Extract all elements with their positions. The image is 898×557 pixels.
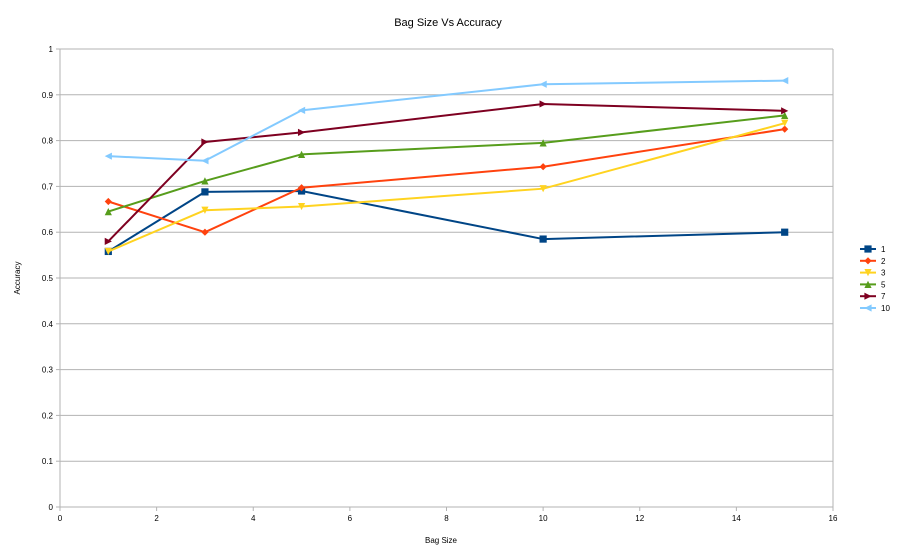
x-tick-label: 10 xyxy=(539,514,548,523)
x-tick-label: 8 xyxy=(444,514,449,523)
series-1 xyxy=(104,187,789,256)
y-tick-label: 0.3 xyxy=(42,366,54,375)
data-point xyxy=(104,197,112,206)
data-point xyxy=(781,228,789,236)
legend-item-2: 2 xyxy=(860,257,886,266)
chart-title: Bag Size Vs Accuracy xyxy=(394,17,502,29)
x-tick-label: 6 xyxy=(348,514,353,523)
data-point xyxy=(781,119,789,127)
legend-marker xyxy=(864,257,872,265)
y-tick-label: 0.4 xyxy=(42,320,54,329)
y-tick-label: 0.1 xyxy=(42,457,54,466)
x-axis-ticks: 0 2 4 6 8 10 12 14 16 xyxy=(58,514,838,523)
data-point xyxy=(297,128,306,136)
data-point xyxy=(297,150,306,158)
data-point xyxy=(539,163,547,171)
data-point xyxy=(781,77,789,85)
data-point xyxy=(297,106,306,114)
series-line-5 xyxy=(108,114,785,213)
data-point xyxy=(539,235,547,243)
series-5 xyxy=(104,111,789,216)
data-point xyxy=(781,111,789,120)
legend-label: 1 xyxy=(881,245,886,254)
legend-label: 7 xyxy=(881,292,886,301)
series-3 xyxy=(104,119,789,256)
data-point xyxy=(539,80,547,88)
legend-item-1: 1 xyxy=(860,245,886,254)
data-point xyxy=(781,125,789,133)
data-point xyxy=(201,228,209,236)
data-point xyxy=(201,177,209,185)
y-tick-label: 0.7 xyxy=(42,182,54,191)
data-point xyxy=(781,107,789,115)
x-tick-label: 12 xyxy=(635,514,644,523)
data-point xyxy=(104,152,112,160)
legend-item-3: 3 xyxy=(860,269,886,278)
legend: 1 2 3 5 7 10 xyxy=(860,245,890,313)
series-2 xyxy=(104,125,789,236)
x-tick-label: 2 xyxy=(154,514,159,523)
y-tick-label: 1 xyxy=(49,45,54,54)
x-tick-label: 16 xyxy=(829,514,838,523)
x-tick-label: 0 xyxy=(58,514,63,523)
data-point xyxy=(539,139,547,147)
legend-item-10: 10 xyxy=(860,304,890,313)
data-point xyxy=(201,157,209,165)
series-7 xyxy=(104,100,789,245)
y-tick-label: 0.5 xyxy=(42,274,54,283)
legend-marker xyxy=(864,245,872,253)
series-line-1 xyxy=(107,189,785,253)
data-point xyxy=(104,207,112,216)
legend-label: 2 xyxy=(881,257,886,266)
data-point xyxy=(201,138,209,146)
data-point xyxy=(201,206,209,214)
data-point xyxy=(104,247,112,256)
axes xyxy=(56,48,834,511)
grid xyxy=(60,48,833,508)
legend-label: 3 xyxy=(881,269,886,278)
legend-item-5: 5 xyxy=(860,280,886,289)
legend-marker xyxy=(864,269,872,277)
x-axis-label: Bag Size xyxy=(425,536,458,545)
legend-marker xyxy=(864,280,872,288)
y-axis-ticks: 0 0.1 0.2 0.3 0.4 0.5 0.6 0.7 0.8 0.9 1 xyxy=(42,45,54,512)
data-point xyxy=(201,188,209,196)
legend-marker xyxy=(864,292,872,300)
legend-item-7: 7 xyxy=(860,292,886,301)
legend-marker xyxy=(864,304,872,312)
data-point xyxy=(104,237,112,245)
y-tick-label: 0.9 xyxy=(42,91,54,100)
series-10 xyxy=(104,77,789,165)
y-tick-label: 0.6 xyxy=(42,228,54,237)
y-tick-label: 0 xyxy=(49,503,54,512)
y-tick-label: 0.8 xyxy=(42,137,54,146)
x-tick-label: 4 xyxy=(251,514,256,523)
x-tick-label: 14 xyxy=(732,514,741,523)
y-tick-label: 0.2 xyxy=(42,411,54,420)
y-axis-label: Accuracy xyxy=(13,262,22,295)
data-point xyxy=(539,185,547,193)
series-line-10 xyxy=(108,79,785,162)
series-group xyxy=(104,77,789,256)
data-point xyxy=(297,184,306,192)
series-line-2 xyxy=(108,128,785,234)
data-point xyxy=(539,100,547,108)
data-point xyxy=(297,202,306,211)
legend-label: 5 xyxy=(881,280,886,289)
legend-label: 10 xyxy=(881,304,890,313)
